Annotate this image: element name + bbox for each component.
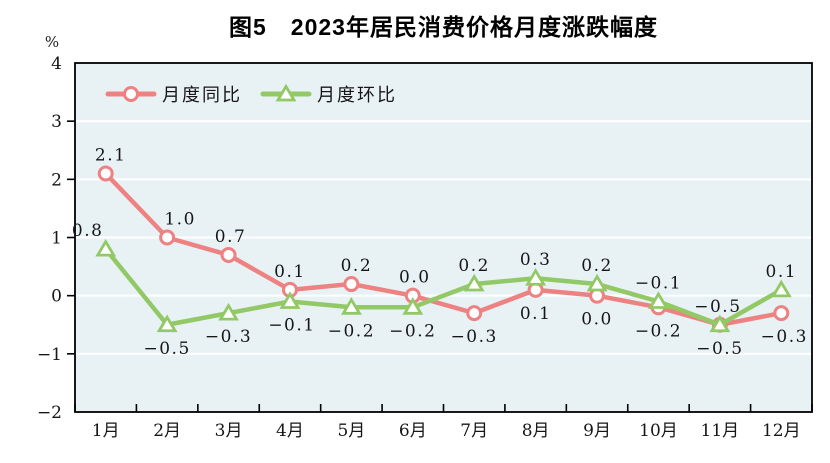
data-label-月度环比: 0.2: [581, 256, 613, 276]
data-label-月度环比: −0.1: [268, 315, 315, 335]
y-axis-label: −2: [37, 403, 62, 423]
data-label-月度环比: −0.3: [205, 327, 252, 347]
legend-label-月度环比: 月度环比: [317, 85, 397, 106]
data-label-月度环比: 0.3: [520, 250, 552, 270]
data-point-月度环比: [279, 291, 301, 309]
x-axis-label: 10月: [639, 421, 678, 441]
data-label-月度同比: 0.1: [520, 304, 552, 324]
legend-marker-月度环比: [275, 83, 297, 102]
data-label-月度同比: −0.2: [635, 321, 682, 341]
series-line-月度同比: [103, 171, 784, 327]
x-axis-label: 4月: [276, 421, 304, 441]
data-label-月度环比: −0.1: [635, 273, 682, 293]
y-axis-label: 3: [51, 112, 62, 132]
data-label-月度同比: −0.3: [761, 327, 808, 347]
y-axis-label: 1: [51, 229, 62, 249]
data-label-月度环比: 0.8: [72, 221, 104, 241]
data-point-月度环比: [709, 314, 731, 333]
x-axis-label: 9月: [583, 421, 611, 441]
data-label-月度环比: −0.2: [328, 321, 375, 341]
data-point-月度同比: [343, 276, 360, 293]
x-axis-label: 8月: [522, 421, 550, 441]
data-label-月度同比: −0.5: [696, 339, 743, 359]
data-label-月度同比: 2.1: [95, 146, 127, 166]
data-label-月度环比: 0.2: [458, 256, 490, 276]
x-axis-label: 1月: [92, 421, 120, 441]
x-axis-label: 5月: [337, 421, 365, 441]
data-label-月度同比: 0.0: [399, 268, 431, 288]
x-axis-label: 3月: [215, 421, 243, 441]
data-point-月度环比: [402, 297, 424, 315]
data-label-月度同比: −0.3: [451, 327, 498, 347]
data-label-月度同比: 1.0: [164, 210, 196, 230]
series-line-月度环比: [103, 246, 784, 327]
data-point-月度环比: [156, 314, 178, 333]
data-point-月度环比: [95, 238, 117, 257]
data-point-月度同比: [773, 305, 790, 322]
data-label-月度环比: −0.5: [143, 339, 190, 359]
data-label-月度同比: 0.1: [274, 262, 306, 282]
data-point-月度环比: [218, 302, 239, 321]
data-label-月度同比: 0.2: [341, 256, 373, 276]
data-point-月度环比: [463, 273, 485, 292]
x-axis-label: 6月: [399, 421, 427, 441]
data-label-月度环比: 0.1: [766, 262, 798, 282]
data-point-月度环比: [770, 279, 792, 298]
x-axis-label: 11月: [701, 421, 740, 441]
y-axis-label: 2: [51, 170, 62, 190]
data-point-月度同比: [159, 229, 176, 246]
data-point-月度同比: [97, 165, 114, 182]
data-point-月度环比: [586, 273, 608, 292]
data-point-月度环比: [525, 267, 547, 286]
y-axis-label: 0: [51, 287, 62, 307]
data-label-月度同比: 0.7: [215, 227, 247, 247]
y-axis-unit-label: %: [44, 33, 60, 51]
data-label-月度环比: −0.5: [694, 297, 741, 317]
legend-marker-月度同比: [123, 86, 139, 102]
legend-label-月度同比: 月度同比: [162, 85, 242, 106]
data-point-月度同比: [220, 246, 237, 263]
data-point-月度环比: [340, 297, 362, 315]
x-axis-label: 12月: [762, 421, 801, 441]
y-axis-label: −1: [37, 345, 62, 365]
y-axis-label: 4: [51, 54, 62, 74]
plot-border: [74, 62, 813, 413]
data-point-月度环比: [648, 291, 669, 309]
x-axis-label: 7月: [460, 421, 488, 441]
chart-title: 图5 2023年居民消费价格月度涨跌幅度: [229, 14, 658, 40]
x-axis-label: 2月: [153, 421, 181, 441]
data-label-月度环比: −0.2: [389, 321, 436, 341]
data-label-月度同比: 0.0: [581, 310, 613, 330]
data-point-月度同比: [466, 305, 483, 322]
